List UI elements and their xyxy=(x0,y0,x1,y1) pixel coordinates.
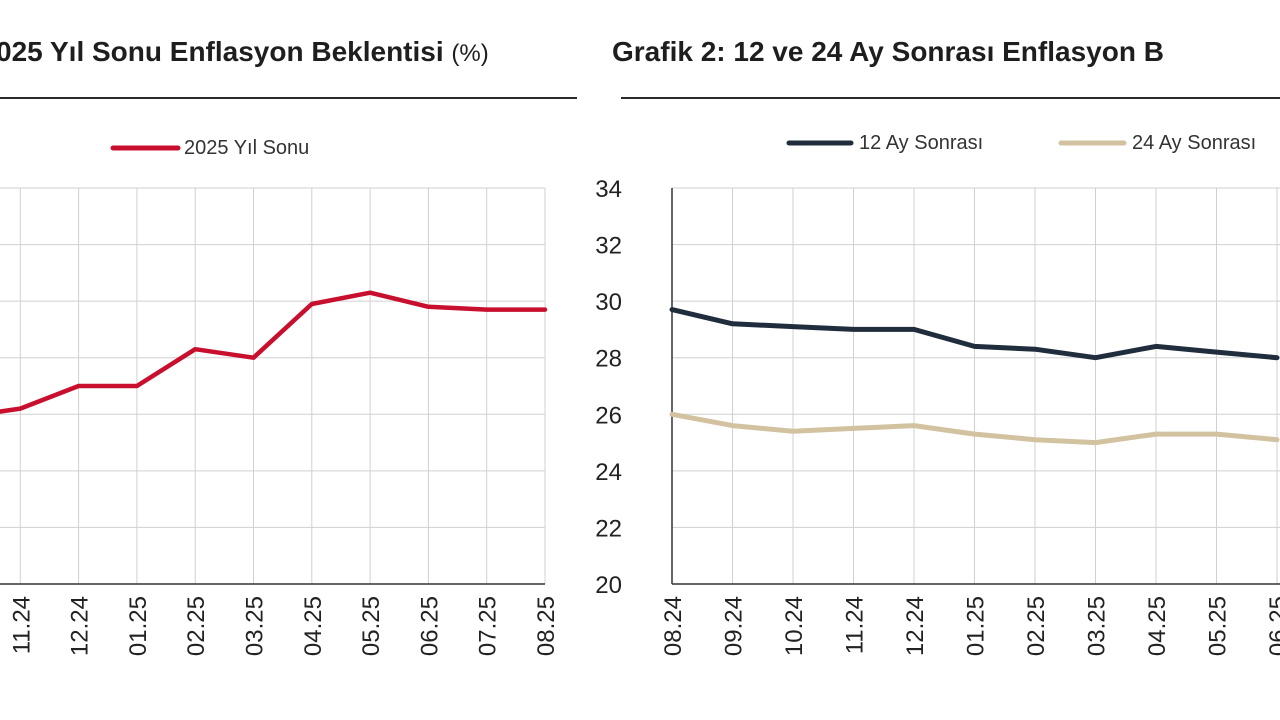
left-x-tick-label: 11.24 xyxy=(8,596,35,654)
right-x-tick-label: 10.24 xyxy=(781,596,808,656)
left-x-tick-label: 01.25 xyxy=(125,596,152,656)
right-x-tick-label: 01.25 xyxy=(963,596,990,656)
left-x-tick-label: 04.25 xyxy=(300,596,327,656)
series-line-12-ay-sonrasi xyxy=(669,307,1280,361)
right-x-tick-label: 06.25 xyxy=(1265,596,1280,656)
legend-label-2025-yil-sonu: 2025 Yıl Sonu xyxy=(184,137,309,159)
y-tick-label: 20 xyxy=(595,572,622,599)
left-chart-title: 025 Yıl Sonu Enflasyon Beklentisi (%) xyxy=(0,36,489,68)
y-tick-label: 24 xyxy=(595,459,622,486)
y-tick-label: 28 xyxy=(595,346,622,373)
legend-label-12-ay-sonrasi: 12 Ay Sonrası xyxy=(859,132,983,154)
right-x-tick-label: 08.24 xyxy=(660,596,687,656)
y-tick-label: 30 xyxy=(595,289,622,316)
series-line-24-ay-sonrasi xyxy=(669,411,1280,446)
left-x-tick-label: 05.25 xyxy=(358,596,385,656)
left-x-tick-label: 08.25 xyxy=(533,596,560,656)
right-x-tick-label: 05.25 xyxy=(1205,596,1232,656)
series-line-2025-yil-sonu xyxy=(0,290,548,414)
y-tick-label: 32 xyxy=(595,233,622,260)
right-x-tick-label: 02.25 xyxy=(1023,596,1050,656)
legend-label-24-ay-sonrasi: 24 Ay Sonrası xyxy=(1132,132,1256,154)
right-x-tick-label: 03.25 xyxy=(1084,596,1111,656)
right-chart-title: Grafik 2: 12 ve 24 Ay Sonrası Enflasyon … xyxy=(612,36,1164,67)
y-tick-label: 26 xyxy=(595,402,622,429)
right-title-rule xyxy=(621,97,1280,99)
left-x-tick-label: 06.25 xyxy=(416,596,443,656)
left-x-tick-label: 03.25 xyxy=(242,596,269,656)
left-chart-unit: (%) xyxy=(451,40,489,67)
left-chart-title-text: 025 Yıl Sonu Enflasyon Beklentisi xyxy=(0,36,444,67)
left-x-tick-label: 02.25 xyxy=(183,596,210,656)
right-x-tick-label: 12.24 xyxy=(902,596,929,656)
y-tick-label: 22 xyxy=(595,515,622,542)
right-x-tick-label: 09.24 xyxy=(721,596,748,656)
right-x-tick-label: 11.24 xyxy=(842,596,869,654)
right-x-tick-label: 04.25 xyxy=(1144,596,1171,656)
left-x-tick-label: 07.25 xyxy=(475,596,502,656)
y-tick-label: 34 xyxy=(595,176,622,203)
left-title-rule xyxy=(0,97,577,99)
left-x-tick-label: 12.24 xyxy=(67,596,94,656)
